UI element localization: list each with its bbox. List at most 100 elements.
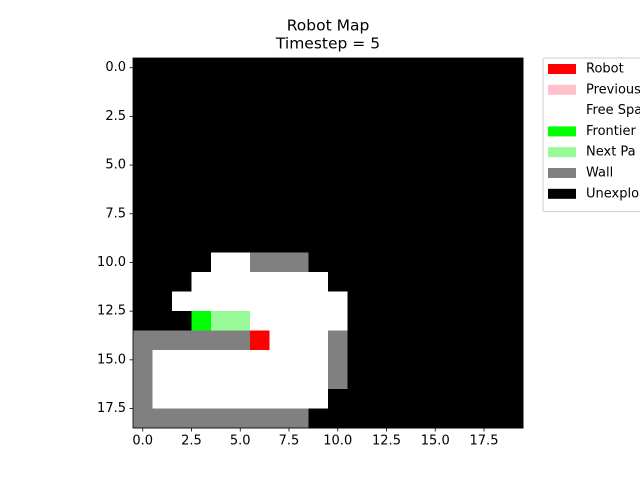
map-cell [464, 311, 485, 331]
map-cell [445, 291, 465, 312]
map-cell [289, 58, 309, 78]
map-cell [464, 389, 485, 409]
map-cell [386, 369, 407, 390]
map-cell [445, 233, 465, 254]
map-cell [308, 252, 329, 273]
map-cell [503, 389, 524, 409]
map-cell [484, 155, 504, 176]
map-cell [347, 408, 368, 429]
map-cell [191, 77, 212, 98]
map-cell [211, 58, 231, 78]
map-cell [425, 194, 446, 215]
map-cell [269, 350, 290, 370]
map-cell [347, 58, 368, 78]
map-cell [503, 350, 524, 370]
map-cell [367, 174, 387, 195]
map-cell [464, 135, 485, 156]
legend-label: Unexplo [586, 186, 639, 201]
map-cell [289, 116, 309, 137]
map-cell [308, 96, 329, 117]
map-cell [289, 155, 309, 176]
map-cell [503, 116, 524, 137]
map-cell [484, 233, 504, 254]
map-cell [386, 194, 407, 215]
map-cell [152, 369, 173, 390]
map-cell [269, 389, 290, 409]
map-cell [406, 77, 426, 98]
map-cell [191, 252, 212, 273]
y-tick-label: 2.5 [105, 109, 126, 124]
map-cell [172, 369, 192, 390]
map-cell [269, 96, 290, 117]
map-cell [230, 311, 251, 331]
map-cell [425, 311, 446, 331]
map-cell [503, 58, 524, 78]
map-cell [308, 135, 329, 156]
map-cell [445, 330, 465, 351]
map-cell [347, 155, 368, 176]
map-cell [250, 408, 270, 429]
map-cell [386, 291, 407, 312]
map-cell [445, 58, 465, 78]
map-cell [172, 77, 192, 98]
map-cell [269, 252, 290, 273]
map-cell [289, 291, 309, 312]
map-cell [230, 194, 251, 215]
map-cell [445, 369, 465, 390]
map-cell [230, 96, 251, 117]
map-cell [211, 408, 231, 429]
legend-label: Free Spa [586, 103, 640, 118]
map-cell [133, 350, 153, 370]
map-cell [152, 408, 173, 429]
map-cell [503, 311, 524, 331]
x-tick-label: 0.0 [132, 434, 153, 449]
map-cell [367, 135, 387, 156]
map-cell [172, 233, 192, 254]
map-cell [484, 330, 504, 351]
map-cell [445, 155, 465, 176]
map-cell [269, 233, 290, 254]
map-cell [230, 58, 251, 78]
y-tick-label: 15.0 [97, 352, 126, 367]
map-cell [406, 135, 426, 156]
map-cell [191, 194, 212, 215]
legend-swatch [548, 147, 576, 158]
map-cell [230, 135, 251, 156]
map-cell [289, 389, 309, 409]
map-cell [269, 155, 290, 176]
map-cell [484, 408, 504, 429]
map-cell [445, 77, 465, 98]
map-cell [406, 252, 426, 273]
map-cell [152, 252, 173, 273]
map-cell [250, 96, 270, 117]
map-cell [425, 58, 446, 78]
map-cell [406, 369, 426, 390]
map-cell [367, 330, 387, 351]
map-cell [386, 77, 407, 98]
map-cell [250, 194, 270, 215]
y-tick-label: 12.5 [97, 304, 126, 319]
map-cell [133, 155, 153, 176]
map-cell [484, 77, 504, 98]
map-cell [328, 77, 348, 98]
map-cell [406, 311, 426, 331]
x-tick-label: 10.0 [323, 434, 352, 449]
map-cell [347, 213, 368, 234]
map-cell [250, 330, 270, 351]
map-cell [172, 174, 192, 195]
x-tick-label: 12.5 [372, 434, 401, 449]
map-cell [406, 350, 426, 370]
map-cell [308, 58, 329, 78]
map-cell [445, 213, 465, 234]
map-cell [445, 272, 465, 292]
map-cell [308, 408, 329, 429]
map-cell [133, 389, 153, 409]
map-cell [425, 233, 446, 254]
x-tick-label: 7.5 [279, 434, 300, 449]
map-cell [289, 174, 309, 195]
map-cell [425, 408, 446, 429]
map-cell [133, 96, 153, 117]
map-cell [425, 77, 446, 98]
map-cell [503, 252, 524, 273]
map-cell [133, 77, 153, 98]
